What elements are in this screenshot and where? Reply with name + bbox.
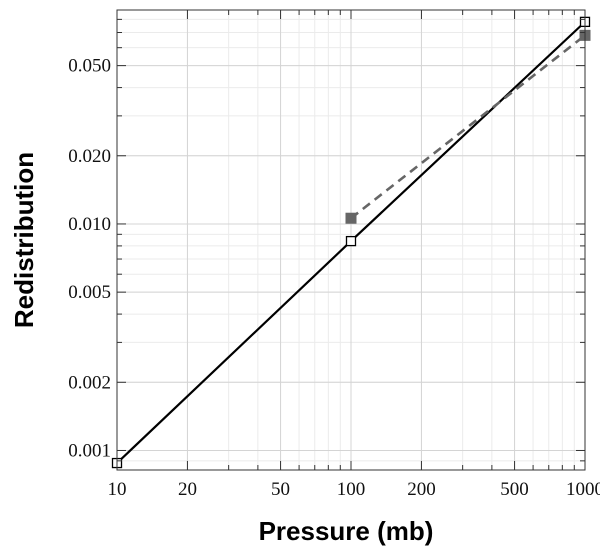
data-point-filled-square (345, 212, 357, 224)
y-tick-label: 0.020 (68, 146, 111, 167)
y-axis-title: Redistribution (9, 152, 39, 328)
series-line (350, 34, 586, 220)
x-tick-label: 1000 (566, 479, 600, 500)
tick-marks (116, 10, 586, 470)
x-tick-label: 50 (271, 479, 290, 500)
y-tick-label: 0.002 (68, 372, 111, 393)
x-tick-label: 500 (500, 479, 529, 500)
y-tick-label: 0.010 (68, 214, 111, 235)
y-tick-labels: 0.001 0.002 0.005 0.010 0.020 0.050 (68, 56, 111, 462)
x-axis-title: Pressure (mb) (259, 516, 434, 546)
data-point-open-square (345, 235, 357, 247)
y-tick-label: 0.001 (68, 440, 111, 461)
x-tick-labels: 10 20 50 100 200 500 1000 (108, 479, 600, 500)
x-tick-label: 10 (108, 479, 127, 500)
y-tick-label: 0.005 (68, 282, 111, 303)
y-tick-label: 0.050 (68, 56, 111, 77)
x-tick-label: 100 (337, 479, 366, 500)
x-tick-label: 200 (407, 479, 436, 500)
x-tick-label: 20 (178, 479, 197, 500)
